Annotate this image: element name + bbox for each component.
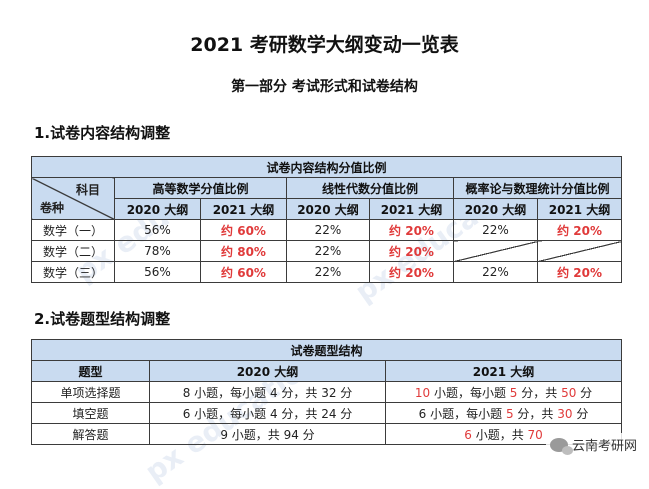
cell-2021: 10 小题，每小题 5 分，共 50 分: [384, 381, 623, 403]
value-highlight: 30: [557, 406, 573, 421]
content-structure-table: 试卷内容结构分值比例 科目 卷种 高等数学分值比例 线性代数分值比例 概率论与数…: [30, 156, 623, 283]
wechat-icon: [549, 437, 573, 455]
table1-corner-cell: 科目 卷种: [31, 177, 115, 220]
empty-cell: [453, 240, 538, 262]
value-highlight: 70: [527, 427, 543, 442]
value-text: 分，共: [513, 406, 558, 421]
row-label: 数学（一）: [31, 219, 115, 241]
subject-header: 高等数学分值比例: [114, 177, 287, 199]
value-text: 分: [572, 406, 589, 421]
cell-value: 78%: [114, 240, 201, 262]
cell-value: 约 20%: [369, 219, 454, 241]
corner-label-subject: 科目: [75, 183, 100, 197]
value-highlight: 6: [464, 427, 472, 442]
value-highlight: 5: [505, 406, 514, 421]
cell-2020: 8 小题，每小题 4 分，共 32 分: [149, 381, 386, 403]
column-header: 2021 大纲: [384, 360, 623, 382]
table-row: 单项选择题 8 小题，每小题 4 分，共 32 分 10 小题，每小题 5 分，…: [31, 381, 623, 403]
table-row: 填空题 6 小题，每小题 4 分，共 24 分 6 小题，每小题 5 分，共 3…: [31, 402, 623, 424]
column-header: 题型: [31, 360, 150, 382]
year-header: 2020 大纲: [286, 198, 370, 220]
cell-value: 约 20%: [536, 219, 623, 241]
row-label: 数学（二）: [31, 240, 115, 262]
year-header: 2020 大纲: [453, 198, 538, 220]
value-text: 小题，每小题: [426, 406, 506, 421]
cell-value: 56%: [114, 219, 201, 241]
cell-value: 约 20%: [536, 261, 623, 283]
cell-value: 约 80%: [200, 240, 287, 262]
cell-value: 56%: [114, 261, 201, 283]
question-type: 单项选择题: [31, 381, 150, 403]
year-header: 2020 大纲: [114, 198, 201, 220]
empty-cell: [536, 240, 623, 262]
value-highlight: 5: [509, 385, 518, 400]
page-title: 2021 考研数学大纲变动一览表: [190, 34, 459, 56]
row-label: 数学（三）: [31, 261, 115, 283]
table2-caption: 试卷题型结构: [30, 339, 623, 361]
value-text: 小题，每小题: [430, 385, 510, 400]
year-header: 2021 大纲: [536, 198, 623, 220]
cell-value: 约 60%: [200, 219, 287, 241]
cell-2021: 6 小题，每小题 5 分，共 30 分: [384, 402, 623, 424]
value-text: 分: [576, 385, 593, 400]
table-row: 解答题 9 小题，共 94 分 6 小题，共 70: [31, 423, 623, 445]
section-heading-type: 2.试卷题型结构调整: [34, 310, 171, 328]
question-type: 填空题: [31, 402, 150, 424]
value-highlight: 10: [414, 385, 431, 400]
table-row: 数学（一） 56% 约 60% 22% 约 20% 22% 约 20%: [31, 219, 623, 241]
cell-value: 22%: [453, 261, 538, 283]
year-header: 2021 大纲: [369, 198, 454, 220]
corner-label-paper: 卷种: [40, 201, 65, 215]
column-header: 2020 大纲: [149, 360, 386, 382]
cell-value: 约 20%: [369, 261, 454, 283]
page-subtitle: 第一部分 考试形式和试卷结构: [231, 79, 418, 95]
section-heading-content: 1.试卷内容结构调整: [34, 124, 171, 142]
cell-value: 22%: [286, 261, 370, 283]
value-text: 小题，共: [471, 427, 528, 442]
cell-value: 22%: [453, 219, 538, 241]
cell-value: 约 20%: [369, 240, 454, 262]
question-type-table: 试卷题型结构 题型 2020 大纲 2021 大纲 单项选择题 8 小题，每小题…: [30, 339, 623, 445]
value-text: 分，共: [517, 385, 562, 400]
brand-watermark: 云南考研网: [545, 433, 641, 456]
cell-value: 22%: [286, 240, 370, 262]
subject-header: 概率论与数理统计分值比例: [452, 177, 623, 199]
cell-value: 约 60%: [200, 261, 287, 283]
year-header: 2021 大纲: [200, 198, 287, 220]
question-type: 解答题: [31, 423, 150, 445]
cell-2020: 9 小题，共 94 分: [149, 423, 386, 445]
table-row: 数学（二） 78% 约 80% 22% 约 20%: [31, 240, 623, 262]
value-text: 6: [418, 406, 427, 421]
cell-2020: 6 小题，每小题 4 分，共 24 分: [149, 402, 386, 424]
brand-name: 云南考研网: [571, 439, 637, 454]
value-highlight: 50: [561, 385, 577, 400]
table-row: 数学（三） 56% 约 60% 22% 约 20% 22% 约 20%: [31, 261, 623, 283]
subject-header: 线性代数分值比例: [286, 177, 454, 199]
table1-caption: 试卷内容结构分值比例: [30, 156, 623, 178]
cell-value: 22%: [286, 219, 370, 241]
